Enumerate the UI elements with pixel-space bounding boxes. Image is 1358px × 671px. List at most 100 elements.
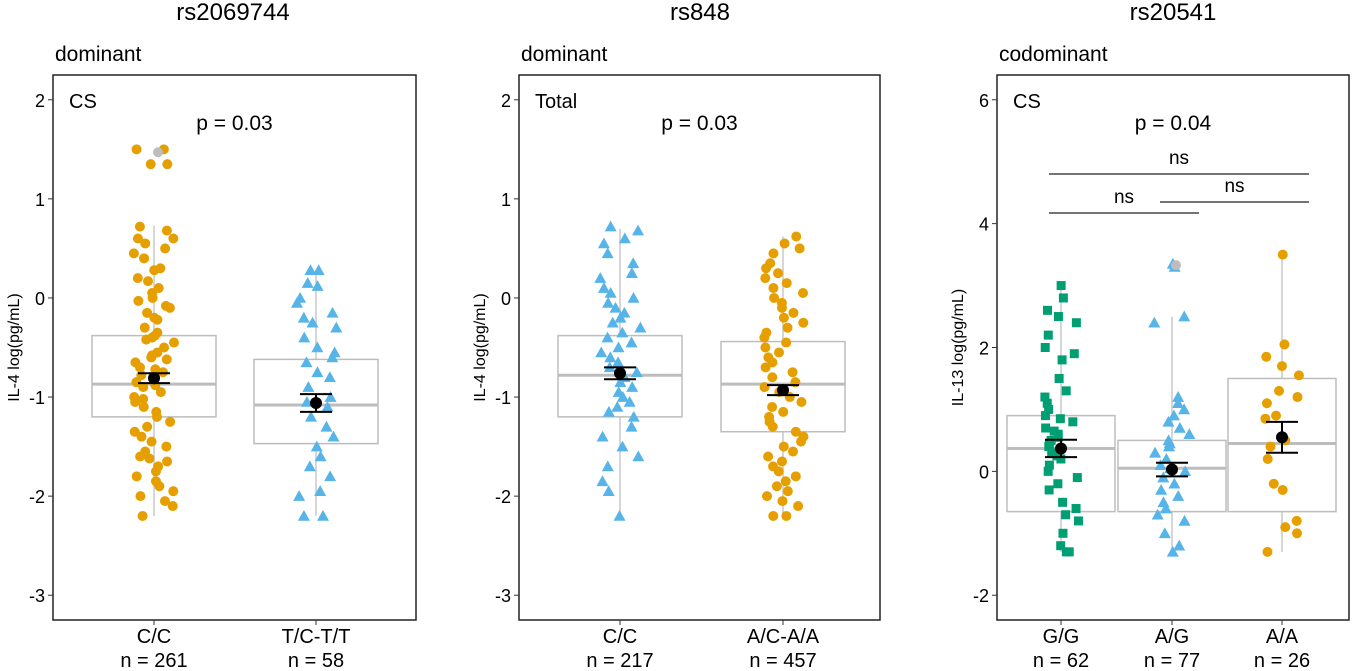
data-point — [159, 496, 170, 507]
data-point — [297, 509, 310, 521]
sample-count-label: n = 261 — [120, 650, 187, 671]
data-point — [763, 451, 774, 462]
data-point — [297, 311, 310, 323]
data-point — [160, 243, 171, 254]
data-point — [1160, 452, 1173, 464]
chart-title: rs848 — [670, 0, 730, 26]
data-point — [767, 421, 778, 432]
data-point — [131, 144, 142, 155]
data-point — [796, 436, 807, 447]
data-point — [1172, 490, 1185, 501]
data-point — [1040, 392, 1050, 402]
data-point — [1158, 527, 1171, 539]
data-point — [1157, 496, 1170, 508]
mean-point — [1166, 463, 1178, 476]
data-point — [787, 367, 798, 378]
y-tick-label: -3 — [29, 586, 45, 606]
data-point — [1057, 355, 1067, 365]
sample-count-label: n = 62 — [1033, 650, 1089, 671]
y-axis-label: IL-13 log(pg/mL) — [950, 289, 967, 406]
data-point — [133, 295, 144, 306]
data-point — [597, 237, 610, 249]
data-point — [774, 347, 785, 358]
data-point — [790, 426, 801, 437]
data-point — [602, 485, 615, 496]
data-point — [324, 470, 337, 482]
group-T/C-T/T: T/C-T/Tn = 58 — [253, 264, 379, 671]
y-tick-label: -1 — [495, 388, 511, 408]
data-point — [311, 366, 324, 378]
data-point — [1044, 404, 1054, 414]
y-tick-label: 0 — [979, 462, 989, 482]
data-point — [776, 302, 787, 313]
data-point — [1042, 305, 1052, 315]
data-point — [777, 456, 788, 467]
data-point — [150, 466, 161, 477]
data-point — [142, 307, 153, 318]
data-point — [796, 397, 807, 407]
comparison-label: ns — [1114, 187, 1134, 208]
plot-frame — [518, 74, 881, 621]
mean-point — [1276, 431, 1288, 444]
data-point — [131, 471, 142, 482]
data-point — [323, 371, 336, 383]
data-point — [304, 264, 317, 276]
data-point — [302, 381, 315, 392]
data-point — [625, 267, 638, 278]
group-A/A: A/An = 26 — [1227, 249, 1337, 671]
y-tick-label: 2 — [35, 91, 45, 111]
p-value: p = 0.03 — [661, 112, 737, 135]
data-point — [1293, 370, 1304, 381]
data-point — [144, 453, 155, 464]
data-point — [625, 336, 638, 348]
data-point — [1061, 510, 1071, 520]
y-tick-label: 0 — [35, 289, 45, 309]
data-point — [798, 317, 809, 328]
data-point — [627, 257, 640, 269]
data-point — [1040, 343, 1050, 352]
y-tick-label: -2 — [495, 487, 511, 507]
data-point — [760, 342, 771, 353]
data-point — [596, 430, 609, 442]
x-tick-label: C/C — [603, 626, 637, 648]
data-point — [634, 321, 647, 333]
data-point — [1262, 546, 1273, 557]
data-point — [326, 306, 339, 318]
data-point — [311, 280, 324, 291]
data-point — [768, 510, 779, 521]
data-point — [616, 326, 629, 338]
sample-count-label: n = 26 — [1254, 650, 1310, 671]
data-point — [1058, 497, 1068, 507]
y-axis-label: IL-4 log(pg/mL) — [472, 293, 489, 402]
data-point — [1178, 514, 1191, 526]
data-point — [1155, 483, 1168, 495]
data-point — [771, 481, 782, 492]
data-point — [791, 231, 802, 242]
mean-point — [614, 367, 626, 380]
data-point — [314, 485, 327, 496]
mean-point — [777, 384, 789, 397]
data-point — [614, 376, 627, 387]
data-point — [324, 391, 337, 402]
data-point — [769, 292, 780, 303]
data-point — [606, 316, 619, 328]
data-point — [305, 410, 318, 422]
data-point — [161, 354, 172, 365]
data-point — [1053, 312, 1063, 322]
data-point — [1056, 281, 1066, 291]
data-point — [161, 225, 172, 236]
data-point — [625, 420, 638, 432]
data-point — [327, 430, 340, 442]
data-point — [168, 233, 179, 244]
x-tick-label: C/C — [137, 626, 171, 648]
data-point — [1058, 528, 1068, 538]
data-point — [1274, 385, 1285, 396]
y-axis-label: IL-4 log(pg/mL) — [6, 293, 23, 402]
data-point — [1072, 473, 1082, 483]
data-point — [1261, 398, 1272, 409]
data-point — [768, 248, 779, 259]
data-point — [759, 332, 770, 343]
data-point — [138, 401, 149, 412]
data-point — [594, 272, 607, 283]
y-tick-label: 2 — [979, 339, 989, 359]
